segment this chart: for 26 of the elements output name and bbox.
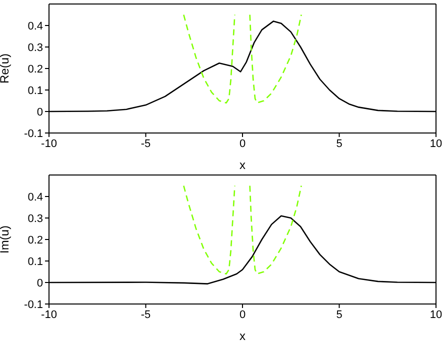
x-axis-title: x [240, 329, 246, 343]
x-tick-label: -10 [41, 138, 57, 150]
y-axis-title: Re(u) [0, 53, 12, 84]
y-tick-label: -0.1 [24, 128, 43, 140]
x-tick-label: -5 [140, 308, 151, 321]
y-tick-label: 0.1 [28, 84, 43, 97]
y-tick-label: 0.4 [28, 191, 43, 204]
y-tick-label: 0.2 [28, 63, 43, 76]
y-tick-label: -0.1 [24, 298, 43, 311]
x-tick-label: 10 [430, 138, 442, 150]
x-tick-label: 0 [239, 308, 246, 321]
x-tick-label: 10 [430, 308, 442, 321]
x-tick-label: -5 [140, 138, 151, 150]
x-axis-title: x [240, 158, 246, 172]
y-tick-label: 0 [36, 106, 43, 118]
x-tick-label: 5 [336, 308, 342, 321]
x-tick-label: 0 [239, 138, 246, 150]
x-tick-label: -10 [41, 308, 57, 321]
x-tick-label: 5 [336, 138, 342, 150]
y-tick-label: 0.3 [28, 212, 43, 225]
y-tick-label: 0 [36, 277, 43, 290]
y-tick-label: 0.3 [28, 42, 43, 54]
y-tick-label: 0.1 [28, 256, 43, 268]
y-tick-label: 0.2 [28, 234, 43, 246]
y-tick-label: 0.4 [28, 20, 43, 32]
y-axis-title: Im(u) [0, 226, 12, 254]
